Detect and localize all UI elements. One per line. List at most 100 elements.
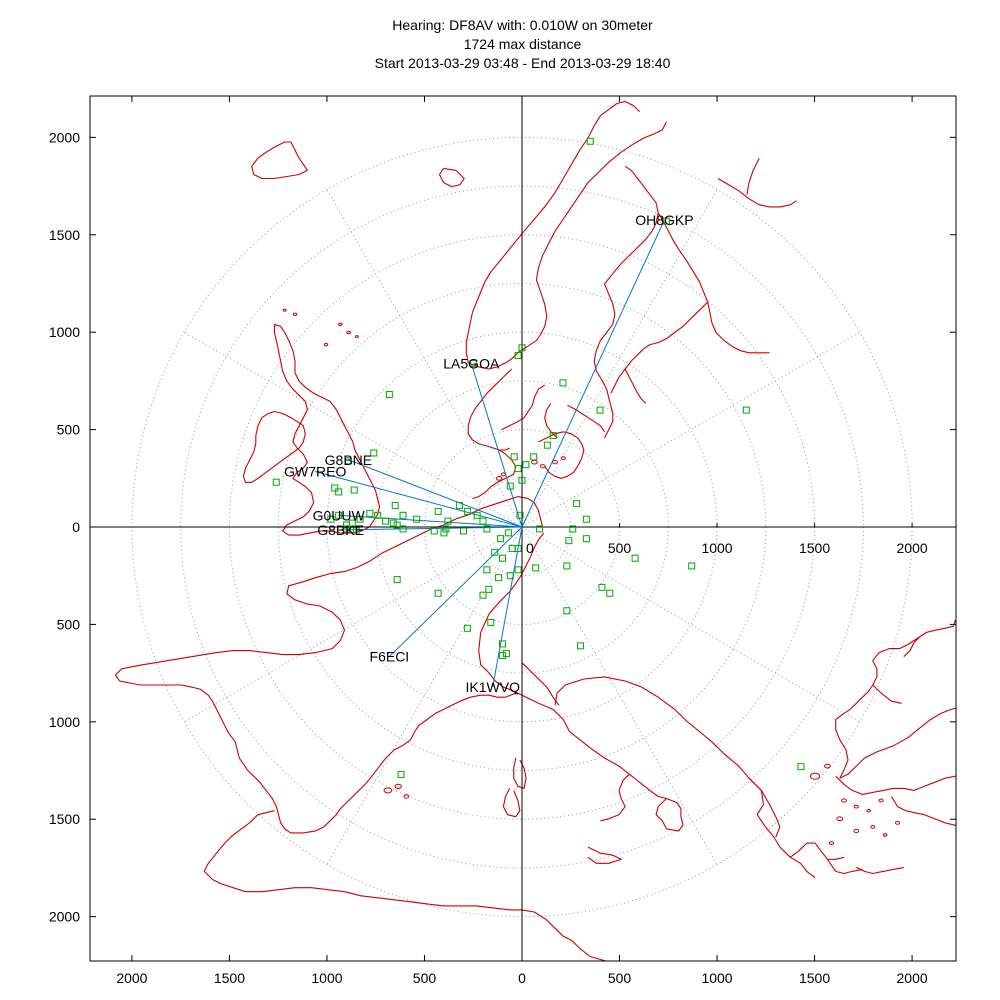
spot-marker [459, 527, 467, 535]
coastline-segment [655, 798, 667, 830]
y-tick-label: 500 [57, 422, 81, 438]
spot-marker [598, 583, 606, 591]
y-tick-label: 1000 [49, 714, 80, 730]
inner-x-tick-label: 2000 [897, 540, 928, 556]
station-line-f6eci [389, 526, 523, 657]
coastline-segment [467, 368, 513, 451]
y-tick-label: 1500 [49, 811, 80, 827]
spot-marker [356, 515, 364, 523]
spot-marker [563, 562, 571, 570]
spot-marker [514, 465, 522, 473]
grid-spoke [521, 189, 718, 528]
inner-x-tick-label: 500 [608, 540, 632, 556]
coastline-segment [501, 384, 545, 431]
coastline-segment [242, 410, 306, 483]
spot-marker [393, 521, 401, 529]
coastline-segment [114, 496, 544, 834]
spot-marker [536, 525, 544, 533]
coastline-segment [251, 141, 308, 180]
island-outline [894, 820, 901, 825]
spot-marker [514, 566, 522, 574]
spot-marker [479, 591, 487, 599]
grid-spoke [521, 331, 861, 528]
x-tick-label: 2000 [116, 970, 147, 986]
grid-spoke [183, 526, 523, 723]
spot-marker [413, 515, 421, 523]
spot-marker [370, 449, 378, 457]
island-outline [870, 824, 876, 829]
spot-marker [518, 476, 526, 484]
x-tick-label: 1500 [799, 970, 830, 986]
chart-title: Hearing: DF8AV with: 0.010W on 30meter [392, 17, 653, 33]
spot-marker [272, 478, 280, 486]
coastline-segment [438, 167, 465, 188]
island-outline [383, 787, 393, 794]
station-line-g8bne [348, 459, 523, 528]
spot-marker [483, 525, 491, 533]
spot-marker [327, 515, 335, 523]
coastline-segment [465, 100, 640, 364]
island-outline [560, 456, 566, 461]
spot-marker [456, 502, 464, 510]
x-tick-label: 500 [413, 970, 437, 986]
station-line-oh8gkp [521, 219, 665, 528]
x-tick-label: 2000 [897, 970, 928, 986]
inner-x-tick-label: 1000 [701, 540, 732, 556]
spot-marker [573, 500, 581, 508]
station-label-g8bne: G8BNE [325, 452, 372, 468]
coastline-segment [610, 348, 645, 394]
spot-marker [514, 352, 522, 360]
island-outline [866, 808, 871, 813]
coastline-segment [746, 157, 760, 195]
x-tick-label: 1000 [701, 970, 732, 986]
coastline-segment [903, 620, 956, 658]
spot-marker [479, 517, 487, 525]
station-label-f6eci: F6ECI [370, 649, 410, 665]
island-outline [323, 342, 329, 347]
spot-marker [543, 441, 551, 449]
station-line-gw7reo [315, 470, 523, 528]
y-tick-label: 2000 [49, 129, 80, 145]
coastline-segment [554, 676, 781, 838]
spot-marker [497, 535, 505, 543]
spot-marker [342, 525, 350, 533]
station-label-oh8gkp: OH8GKP [635, 212, 693, 228]
island-outline [495, 476, 503, 481]
spot-marker [430, 527, 438, 535]
island-outline [394, 783, 402, 789]
spot-marker [498, 554, 506, 562]
spot-marker [389, 519, 397, 527]
spot-marker [518, 344, 526, 352]
island-outline [840, 798, 847, 803]
spot-marker [688, 562, 696, 570]
spot-marker [514, 544, 522, 552]
spot-marker [350, 486, 358, 494]
grid-spoke [521, 526, 718, 865]
spot-marker [549, 431, 557, 439]
spot-marker [397, 770, 405, 778]
spot-marker [444, 517, 452, 525]
plot-frame [89, 95, 957, 962]
spot-marker [631, 554, 639, 562]
grid-spoke [521, 526, 861, 723]
island-outline [853, 828, 860, 834]
island-outline [338, 322, 343, 327]
inner-axis-zero-label: 0 [526, 540, 534, 556]
spot-marker [797, 763, 805, 771]
spot-marker [498, 652, 506, 660]
island-outline [346, 330, 351, 335]
coastline-segment [717, 178, 797, 208]
island-outline [824, 763, 831, 769]
spot-marker [516, 511, 524, 519]
spot-marker [487, 618, 495, 626]
island-outline [403, 794, 410, 799]
station-label-ik1wvq: IK1WVQ [466, 679, 521, 695]
coastline-segment [567, 404, 605, 433]
island-outline [836, 816, 844, 822]
spot-marker [335, 488, 343, 496]
spot-marker [393, 576, 401, 584]
coastline-segment [521, 662, 560, 706]
spot-marker [335, 511, 343, 519]
spot-marker [586, 137, 594, 145]
